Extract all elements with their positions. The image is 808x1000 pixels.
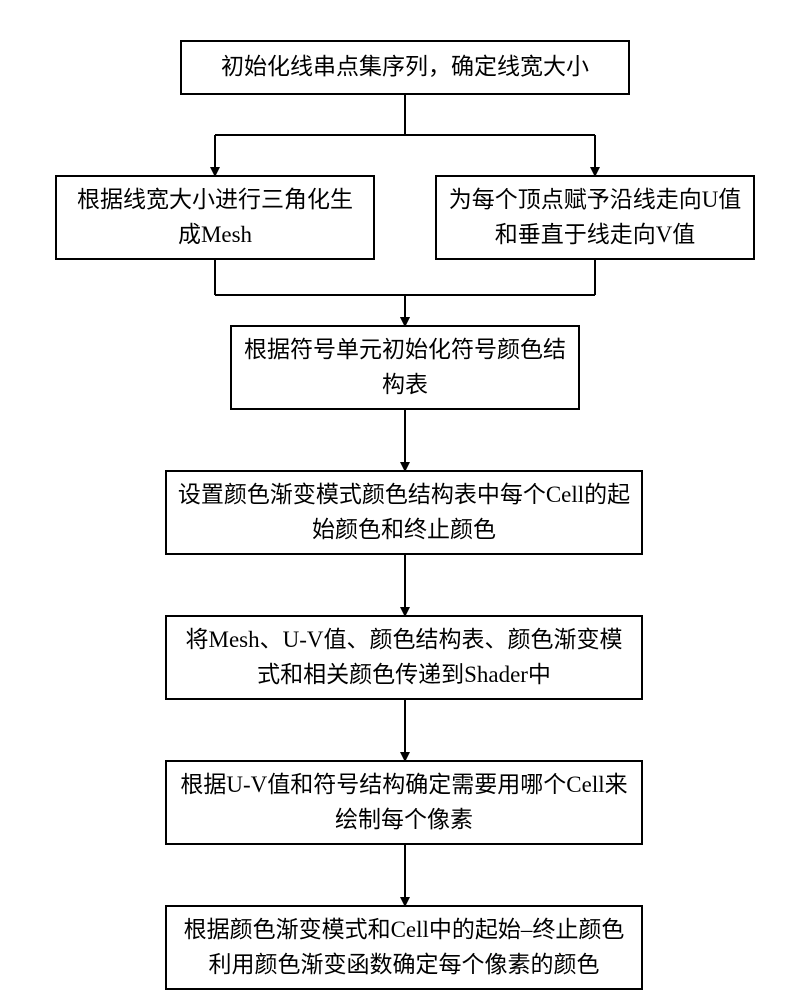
flow-node-n7: 根据U-V值和符号结构确定需要用哪个Cell来绘制每个像素 xyxy=(165,760,643,845)
flow-node-n5: 设置颜色渐变模式颜色结构表中每个Cell的起始颜色和终止颜色 xyxy=(165,470,643,555)
flowchart-canvas: 初始化线串点集序列，确定线宽大小根据线宽大小进行三角化生成Mesh 为每个顶点赋予… xyxy=(0,0,808,1000)
flow-node-n1: 初始化线串点集序列，确定线宽大小 xyxy=(180,40,630,95)
flow-node-n4: 根据符号单元初始化符号颜色结构表 xyxy=(230,325,580,410)
flow-node-n6: 将Mesh、U-V值、颜色结构表、颜色渐变模式和相关颜色传递到Shader中 xyxy=(165,615,643,700)
flow-node-n3: 为每个顶点赋予沿线走向U值和垂直于线走向V值 xyxy=(435,175,755,260)
flow-node-n8: 根据颜色渐变模式和Cell中的起始–终止颜色利用颜色渐变函数确定每个像素的颜色 xyxy=(165,905,643,990)
flow-node-n2: 根据线宽大小进行三角化生成Mesh xyxy=(55,175,375,260)
